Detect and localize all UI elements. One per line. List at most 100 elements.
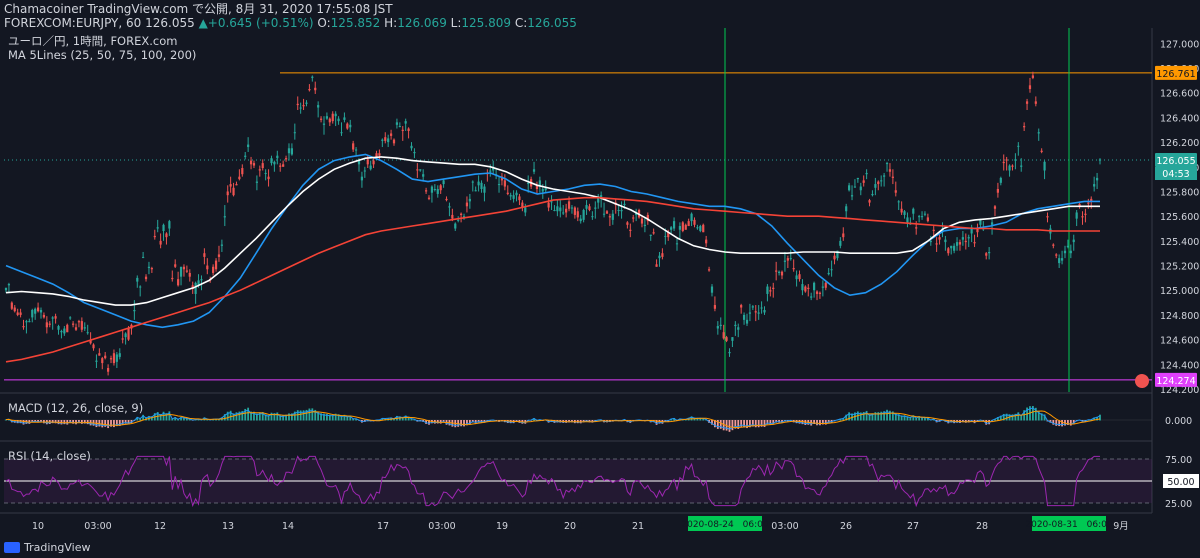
y-tick-label: 125.400: [1160, 237, 1199, 248]
macd-bar: [188, 418, 191, 421]
countdown-bg: [1155, 167, 1197, 181]
macd-bar: [162, 411, 165, 421]
candle-body: [48, 323, 51, 325]
macd-bar: [113, 420, 115, 428]
candle-body: [783, 260, 787, 262]
macd-bar: [253, 411, 255, 421]
candle-body: [203, 253, 206, 257]
candle-body: [1075, 212, 1078, 219]
macd-bar: [848, 412, 851, 421]
candle-body: [349, 124, 352, 128]
candle-body: [1017, 145, 1020, 147]
candle-body: [264, 172, 267, 174]
candle-body: [127, 328, 130, 340]
candle-body: [976, 228, 979, 233]
candle-body: [658, 255, 661, 259]
macd-bar: [912, 415, 915, 421]
candle-body: [961, 237, 964, 240]
candle-body: [719, 324, 722, 327]
macd-bar: [906, 416, 909, 421]
tradingview-logo[interactable]: TradingView: [4, 541, 90, 554]
candle-body: [591, 216, 594, 218]
macd-bar: [247, 407, 250, 421]
candle-body: [900, 208, 903, 213]
macd-bar: [290, 413, 293, 421]
candle-body: [4, 287, 8, 291]
candle-body: [144, 276, 148, 280]
macd-bar: [1069, 420, 1072, 426]
rsi-level-label: 50.00: [1167, 477, 1194, 488]
candle-body: [518, 196, 521, 201]
candle-body: [442, 180, 445, 185]
candle-body: [547, 202, 550, 208]
macd-bar: [343, 414, 346, 421]
macd-bar: [401, 416, 404, 421]
candle-body: [252, 163, 256, 166]
macd-bar: [16, 420, 19, 424]
candle-body: [684, 224, 687, 230]
macd-bar: [285, 414, 287, 421]
moving-average-line: [5, 153, 1100, 329]
candle-body: [424, 190, 428, 192]
candle-body: [357, 159, 361, 165]
macd-bar: [766, 420, 769, 425]
support-price-label-bg: [1155, 372, 1197, 387]
candle-body: [532, 169, 536, 172]
candle-body: [1055, 254, 1058, 256]
macd-bar: [54, 420, 57, 424]
macd-bar: [270, 412, 273, 421]
y-tick-label: 127.000: [1160, 39, 1199, 50]
macd-bar: [183, 417, 185, 421]
candle-body: [687, 221, 690, 227]
candle-body: [1037, 132, 1040, 134]
candle-body: [284, 158, 288, 160]
candle-body: [31, 309, 34, 318]
macd-bar: [1023, 410, 1026, 421]
candle-body: [813, 282, 816, 291]
candle-body: [699, 226, 702, 231]
candle-body: [1063, 250, 1067, 254]
candle-body: [95, 360, 98, 362]
chart-header: Chamacoiner TradingView.com で公開, 8月 31, …: [4, 2, 577, 30]
candle-body: [86, 332, 89, 334]
candle-body: [314, 87, 317, 91]
candle-body: [1046, 216, 1049, 218]
candle-body: [713, 305, 717, 309]
candle-body: [734, 324, 737, 327]
candle-body: [171, 277, 174, 280]
candle-body: [833, 255, 836, 260]
candle-body: [197, 280, 200, 286]
candle-body: [165, 233, 168, 238]
candle-body: [1098, 159, 1102, 161]
macd-bar: [352, 418, 355, 421]
candle-body: [1014, 159, 1017, 161]
last-price-label-bg: [1155, 153, 1197, 168]
macd-bar: [824, 420, 827, 425]
main-legend: ユーロ／円, 1時間, FOREX.com MA 5Lines (25, 50,…: [8, 34, 196, 62]
instrument-label[interactable]: ユーロ／円, 1時間, FOREX.com: [8, 34, 178, 48]
candle-body: [10, 302, 13, 309]
candle-body: [588, 206, 591, 210]
candle-body: [387, 138, 390, 143]
x-tick-label: 14: [282, 521, 294, 532]
candle-body: [427, 197, 431, 199]
candle-body: [754, 311, 757, 313]
candle-body: [1058, 258, 1061, 264]
candle-body: [853, 186, 857, 188]
candle-body: [815, 291, 819, 294]
macd-bar: [439, 420, 442, 424]
macd-bar: [1058, 420, 1061, 427]
change-arrow-icon: ▲: [198, 16, 208, 30]
candle-body: [696, 227, 699, 229]
macd-bar: [320, 413, 322, 421]
candle-body: [375, 153, 378, 157]
macd-label[interactable]: MACD (12, 26, close, 9): [8, 401, 144, 415]
macd-bar: [679, 418, 681, 421]
close-value: 126.055: [527, 16, 577, 30]
macd-bar: [261, 412, 264, 421]
macd-bar: [909, 416, 912, 421]
candle-body: [509, 195, 512, 197]
rsi-label[interactable]: RSI (14, close): [8, 449, 91, 463]
candle-body: [1011, 165, 1014, 167]
ma-indicator-label[interactable]: MA 5Lines (25, 50, 75, 100, 200): [8, 48, 197, 62]
